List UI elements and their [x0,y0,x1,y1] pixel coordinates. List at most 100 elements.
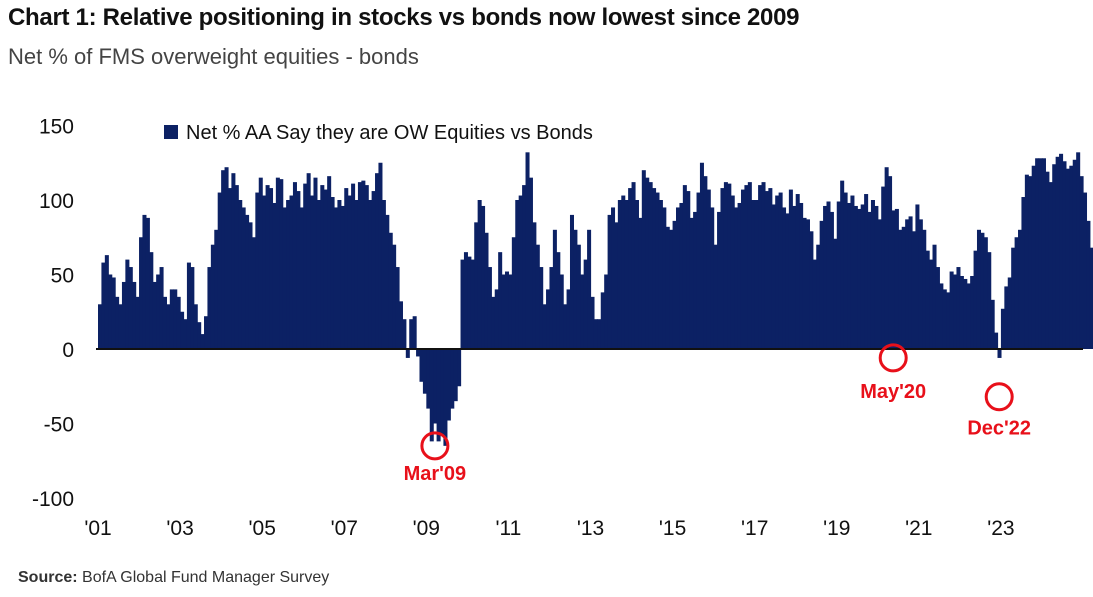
bar [679,202,684,349]
bar [723,182,728,349]
annotation-label: May'20 [860,381,926,403]
bar [320,185,325,349]
bar [135,296,140,349]
bar [190,267,195,349]
x-axis-tick-labels: '01 '03 '05 '07 '09 '11 '13 '15 '17 '19 '21 '23 [84,517,1014,540]
bar [505,271,510,349]
bar [269,188,274,349]
chart-subtitle: Net % of FMS overweight equities - bonds [8,44,419,69]
bar [939,283,944,349]
bar [145,217,150,349]
bar [166,304,171,349]
bar [809,231,814,349]
bar [942,289,947,349]
bar [549,267,554,349]
bar [296,191,301,349]
bar [210,244,215,349]
bar [604,274,609,349]
bar [453,349,458,402]
bar [771,204,776,349]
bar [364,185,369,349]
bar [1035,158,1040,349]
bar [696,192,701,349]
y-tick-label: -50 [44,414,74,437]
bar [169,289,174,349]
bar [498,252,503,349]
x-tick-label: '23 [987,517,1014,540]
bar [1024,174,1029,349]
bar [149,252,154,349]
bar [877,219,882,349]
bar [132,281,137,349]
bar [515,200,520,349]
bar [587,229,592,349]
bar [935,267,940,349]
bar [125,259,130,349]
x-tick-label: '17 [741,517,768,540]
bar [812,259,817,349]
bar [573,229,578,349]
bar [481,205,486,349]
bar [1011,247,1016,349]
bar [898,229,903,349]
bar [778,192,783,349]
bar [180,311,185,349]
annotation-label: Mar'09 [404,463,467,485]
bar [638,217,643,349]
bar [186,262,191,349]
bar [474,222,479,349]
bar [819,220,824,349]
bar [905,219,910,349]
bar [706,189,711,349]
bar [446,349,451,421]
bar [1007,277,1012,349]
bar [823,205,828,349]
bar [641,170,646,349]
bar [990,299,995,349]
bar [730,195,735,349]
bar [313,177,318,349]
x-tick-label: '15 [659,517,686,540]
bar [200,334,205,349]
bar [758,185,763,349]
bar [857,208,862,349]
bar [922,229,927,349]
bar [162,296,167,349]
bar [518,195,523,349]
bar [1086,220,1091,349]
source-label: Source: [18,569,78,586]
bar [655,192,660,349]
x-tick-label: '13 [577,517,604,540]
bar [631,182,636,349]
bar [556,252,561,349]
bar [590,296,595,349]
bar [792,205,797,349]
bar [115,296,120,349]
legend: Net % AA Say they are OW Equities vs Bon… [164,122,593,144]
bar [634,200,639,349]
bar [870,200,875,349]
bar [569,214,574,349]
bar [436,349,441,442]
bar [402,319,407,349]
y-tick-label: -100 [32,488,74,511]
bar [593,319,598,349]
x-tick-label: '07 [331,517,358,540]
bar [539,267,544,349]
bar [1038,158,1043,349]
bar [433,349,438,424]
bar [600,292,605,349]
bar [836,201,841,349]
bar [552,229,557,349]
bar [867,211,872,349]
bar [535,244,540,349]
bar [607,214,612,349]
bar [330,197,335,349]
legend-swatch [164,125,178,139]
bar [378,162,383,349]
bar [1089,247,1093,349]
bar [864,194,869,349]
bar [121,281,126,349]
bar [959,275,964,349]
bar [1062,161,1067,349]
